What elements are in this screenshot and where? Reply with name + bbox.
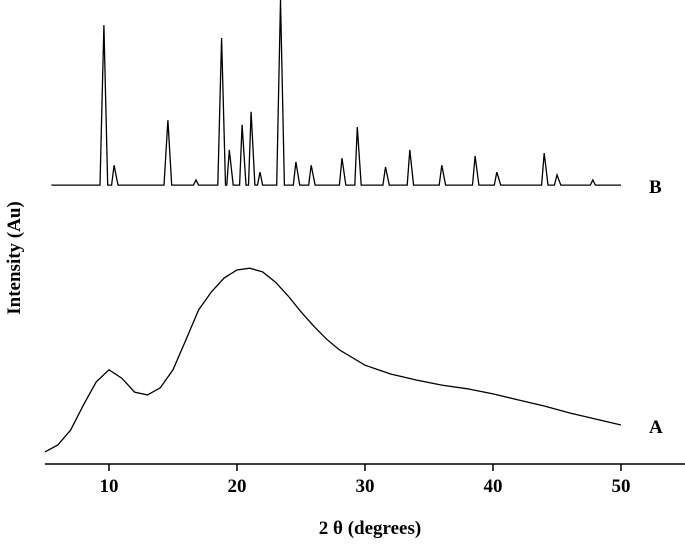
y-axis-label: Intensity (Au): [4, 201, 25, 314]
series-label: A: [649, 417, 663, 438]
x-tick-label: 10: [100, 476, 119, 497]
x-tick-label: 50: [612, 476, 631, 497]
series-line: [44, 267, 622, 453]
x-tick-label: 20: [228, 476, 247, 497]
series-label: B: [649, 177, 662, 198]
x-tick-label: 40: [484, 476, 503, 497]
x-tick-label: 30: [356, 476, 375, 497]
series-line: [51, 0, 621, 186]
x-axis-label: 2 θ (degrees): [319, 518, 421, 539]
